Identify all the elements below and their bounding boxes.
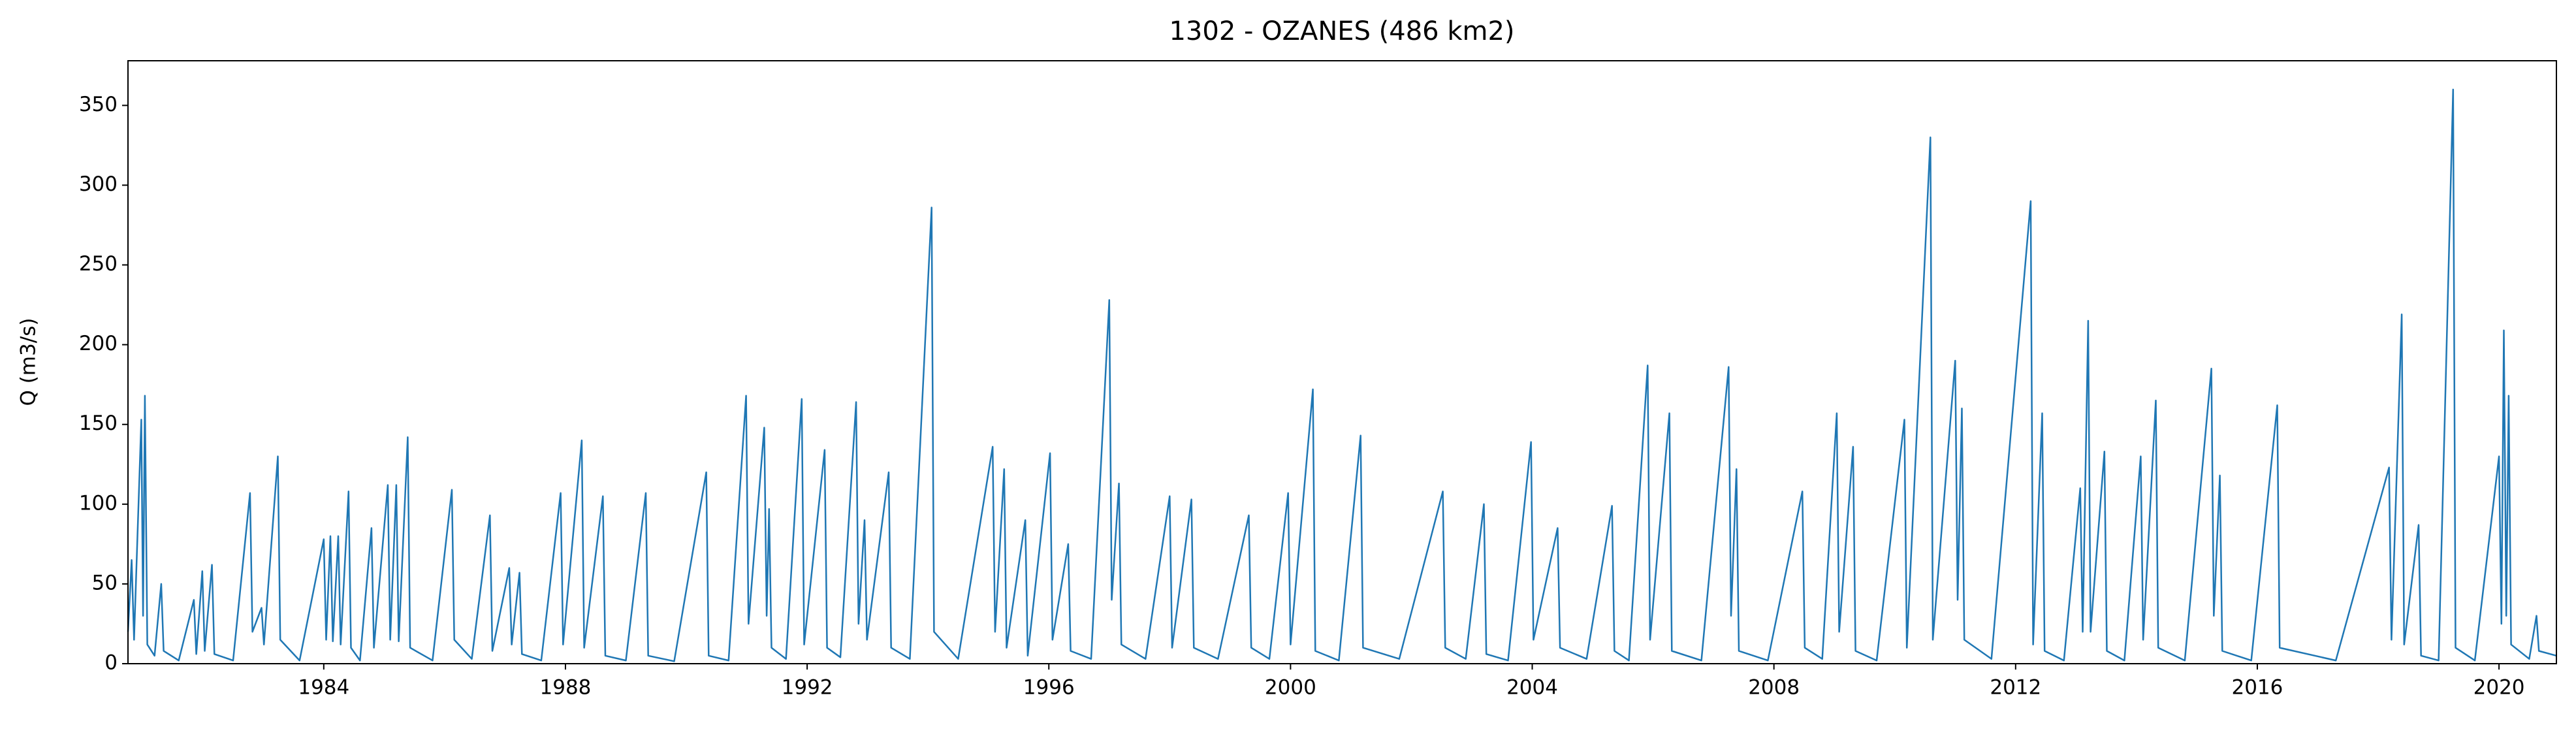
plot-frame (127, 60, 2557, 664)
x-tick-label: 1988 (540, 676, 592, 700)
x-tick-label: 2004 (1506, 676, 1558, 700)
x-tick-label: 1992 (782, 676, 833, 700)
y-tick-label: 0 (104, 651, 118, 675)
x-tick-label: 1984 (298, 676, 349, 700)
y-tick-label: 300 (79, 172, 118, 196)
y-axis-label: Q (m3/s) (17, 318, 40, 406)
y-tick-label: 250 (79, 252, 118, 276)
flow-line (127, 88, 2557, 662)
y-tick-label: 350 (79, 93, 118, 116)
x-tick-label: 2020 (2473, 676, 2525, 700)
x-tick-label: 2000 (1265, 676, 1316, 700)
y-tick-label: 150 (79, 412, 118, 435)
y-tick-label: 100 (79, 491, 118, 515)
x-tick-label: 2012 (1990, 676, 2041, 700)
x-tick-label: 2008 (1748, 676, 1800, 700)
x-tick-label: 1996 (1023, 676, 1075, 700)
y-tick-label: 200 (79, 332, 118, 355)
y-tick-label: 50 (92, 571, 118, 594)
x-tick-label: 2016 (2231, 676, 2283, 700)
chart-title: 1302 - OZANES (486 km2) (1169, 16, 1514, 46)
